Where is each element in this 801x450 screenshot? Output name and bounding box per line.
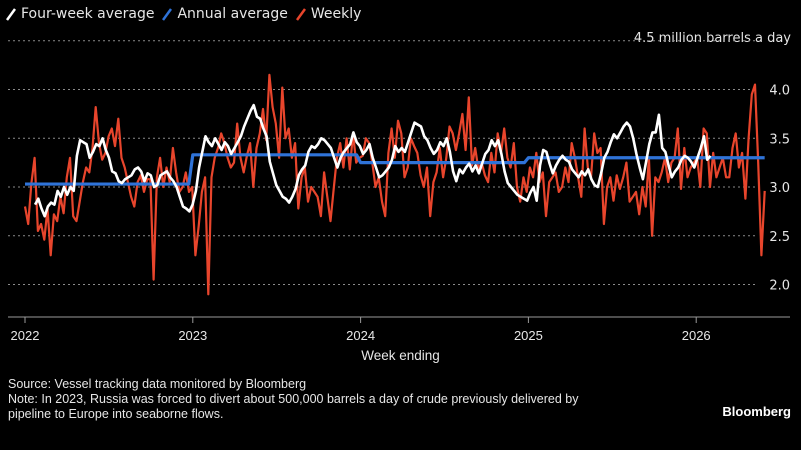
legend-label: Four-week average [21, 6, 155, 22]
note-text-line-2: pipeline to Europe into seaborne flows. [8, 407, 224, 421]
legend-label: Annual average [177, 6, 288, 22]
legend-swatch-white-slash-icon [6, 8, 16, 21]
legend-swatch-blue-slash-icon [162, 8, 173, 21]
x-tick-label: 2024 [346, 328, 375, 340]
legend-item-weekly: Weekly [295, 6, 362, 22]
x-axis: 2022 2023 2024 2025 2026 [8, 316, 790, 340]
note-text-line-1: Note: In 2023, Russia was forced to dive… [8, 392, 579, 406]
y-tick-label: 3.5 [769, 132, 790, 147]
source-text: Source: Vessel tracking data monitored b… [8, 377, 307, 391]
x-axis-label: Week ending [361, 348, 440, 363]
bloomberg-logo: Bloomberg [722, 404, 791, 419]
series-four-week-average-line [33, 103, 712, 218]
unit-label: 4.5 million barrels a day [633, 31, 791, 46]
y-tick-label: 4.0 [769, 84, 790, 99]
series-weekly-line [23, 73, 766, 296]
x-tick-label: 2022 [11, 328, 40, 340]
plot-area [23, 73, 766, 296]
y-tick-label: 2.0 [769, 279, 790, 294]
legend-item-four-week-average: Four-week average [6, 6, 154, 22]
x-tick-label: 2026 [682, 328, 711, 340]
legend-item-annual-average: Annual average [162, 6, 288, 22]
x-tick-label: 2023 [178, 328, 207, 340]
series-annual-average-line [25, 153, 765, 186]
x-tick-label: 2025 [514, 328, 543, 340]
legend-swatch-red-slash-icon [295, 8, 306, 21]
line-chart: 2.0 2.5 3.0 3.5 4.0 2022 2023 2024 2025 2026 [8, 40, 790, 340]
y-tick-label: 2.5 [769, 230, 790, 245]
legend-label: Weekly [310, 6, 362, 22]
y-tick-label: 3.0 [769, 181, 790, 196]
chart-legend: Four-week average Annual average Weekly [6, 6, 369, 22]
y-axis-ticks: 2.0 2.5 3.0 3.5 4.0 [769, 84, 790, 294]
